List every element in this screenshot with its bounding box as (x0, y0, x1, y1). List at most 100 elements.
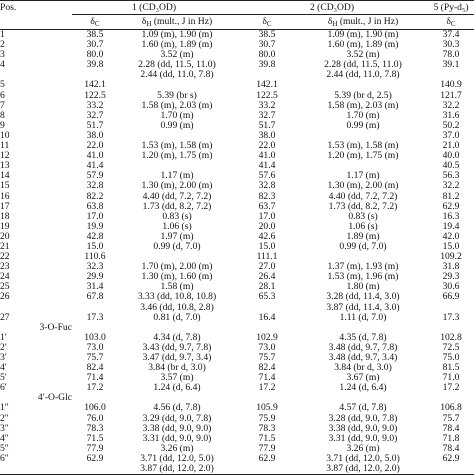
cell: 80.0 (86, 50, 104, 61)
blank (428, 323, 474, 333)
cell: 1.70 (m) (160, 110, 194, 121)
cell: 32.2 (442, 100, 460, 111)
position: 4′ (0, 363, 7, 374)
cell: 77.9 (258, 443, 276, 454)
cell: 16.4 (258, 312, 276, 323)
cell: 82.4 (86, 363, 104, 374)
cell: 4.34 (d, 7.8) (153, 332, 201, 343)
position: 22 (0, 252, 10, 263)
cell: 27.0 (258, 262, 276, 273)
row: 2′ 73.0 3.43 (dd, 9.7, 7.8) 73.0 3.48 (dd, 9… (0, 343, 474, 353)
cell: 1.06 (s) (162, 221, 192, 232)
cell: 102.9 (256, 332, 278, 343)
cell: 1.53 (m), 1.96 (m) (327, 272, 399, 283)
position: 12 (0, 151, 10, 162)
row: 10 38.0 38.0 37.0 (0, 131, 474, 141)
position (0, 70, 72, 80)
section-label: 3-O-Fuc (39, 322, 72, 333)
cell: 32.2 (442, 181, 460, 192)
cell: 1.11 (d, 7.0) (339, 312, 387, 323)
position: 9 (0, 120, 5, 131)
cell: 15.0 (258, 241, 276, 252)
position: 5 (0, 80, 5, 91)
cell: 140.9 (440, 80, 462, 91)
position: 16 (0, 191, 10, 202)
cell: 30.6 (442, 282, 460, 293)
nucleus: H (146, 20, 152, 28)
cell: 57.9 (86, 171, 104, 182)
cell: 1.09 (m), 1.90 (m) (141, 29, 213, 40)
cell: 38.0 (86, 130, 104, 141)
cell: 28.1 (258, 282, 276, 293)
nucleus: C (450, 20, 456, 28)
cell: 41.0 (86, 151, 104, 162)
row: 4′ 82.4 3.84 (br d, 3.0) 82.4 3.84 (br d, 3.… (0, 363, 474, 373)
row: 20 42.8 1.97 (m) 42.6 1.89 (m) 42.0 (0, 232, 474, 242)
cell: 72.5 (442, 342, 460, 353)
cell: 17.2 (442, 383, 460, 394)
cell: 71.5 (258, 433, 276, 444)
cell: 50.2 (442, 120, 460, 131)
cell: 0.99 (m) (160, 120, 194, 131)
cell: 0.83 (s) (348, 211, 378, 222)
cell: 1.37 (m), 1.93 (m) (327, 262, 399, 273)
cell: 75.7 (258, 353, 276, 363)
row: 5′ 71.4 3.57 (m) 71.4 3.67 (m) 71.0 (0, 373, 474, 383)
cell: 3.33 (dd, 10.8, 10.8) (137, 292, 217, 303)
cell: 30.7 (258, 40, 276, 51)
cell: 3.28 (dd, 9.0, 7.8) (328, 413, 398, 424)
cell: 62.9 (86, 453, 104, 464)
cell: 19.4 (442, 221, 460, 232)
cell: 3.87 (dd, 12.0, 2.0) (118, 464, 236, 476)
symbol: δ (327, 16, 333, 27)
cell: 42.0 (442, 231, 460, 242)
cell: 32.7 (86, 110, 104, 121)
cell: 71.4 (258, 373, 276, 384)
cell: 31.4 (86, 282, 104, 293)
group-header: 5 (Py-d₅) (428, 0, 474, 15)
row: 11 22.0 1.53 (m), 1.58 (m) 22.0 1.53 (m), 1.… (0, 141, 474, 151)
cell: 3.52 (m) (346, 50, 380, 61)
blank (236, 393, 298, 403)
cell: 1.73 (dd, 8.2, 7.2) (142, 201, 212, 212)
cell: 4.57 (d, 7.8) (339, 403, 387, 414)
cell: 1.97 (m) (160, 231, 194, 242)
cell: 1.60 (m), 1.89 (m) (327, 40, 399, 51)
sub-header: δC (72, 14, 118, 30)
cell: 3.26 (m) (160, 443, 194, 454)
cell: 4.40 (dd, 7.2, 7.2) (142, 191, 212, 202)
cell (298, 131, 428, 141)
row: 7 33.2 1.58 (m), 2.03 (m) 33.2 1.58 (m), 2.0… (0, 101, 474, 111)
cell: 39.8 (258, 60, 276, 71)
cell: 122.5 (256, 90, 278, 101)
pos-header: Pos. (0, 0, 72, 15)
nucleus: C (94, 20, 100, 28)
cell (428, 303, 474, 313)
nucleus: H (332, 20, 338, 28)
row: 4 39.8 2.28 (dd, 11.5, 11.0) 39.8 2.28 (dd, … (0, 60, 474, 70)
position: 2′ (0, 342, 7, 353)
cell: 62.9 (442, 201, 460, 212)
cell: 3.71 (dd, 12.0, 5.0) (140, 453, 214, 464)
row: 3″ 78.3 3.38 (dd, 9.0, 9.0) 78.3 3.38 (dd, 9… (0, 424, 474, 434)
cell: 17.0 (86, 211, 104, 222)
position: 3′ (0, 353, 7, 363)
cell: 3.84 (br d, 3.0) (334, 363, 392, 374)
cell: 3.48 (dd, 9.7, 7.8) (328, 342, 398, 353)
row: 6′ 17.2 1.24 (d, 6.4) 17.2 1.24 (d, 6.4) 17.2 (0, 383, 474, 393)
position: 25 (0, 282, 10, 293)
row: 4′-O-Glc (0, 393, 474, 403)
cell: 3.38 (dd, 9.0, 9.0) (328, 423, 398, 434)
position: 6″ (0, 453, 9, 464)
cell: 77.9 (86, 443, 104, 454)
blank (0, 14, 72, 30)
cell: 39.8 (86, 60, 104, 71)
cell: 4.40 (dd, 7.2, 7.2) (328, 191, 398, 202)
cell: 32.8 (258, 181, 276, 192)
blank (118, 323, 236, 333)
cell: 1.30 (m), 2.00 (m) (141, 181, 213, 192)
position: 3 (0, 50, 5, 61)
position: 13 (0, 161, 10, 172)
position: 18 (0, 211, 10, 222)
cell: 75.7 (442, 413, 460, 424)
